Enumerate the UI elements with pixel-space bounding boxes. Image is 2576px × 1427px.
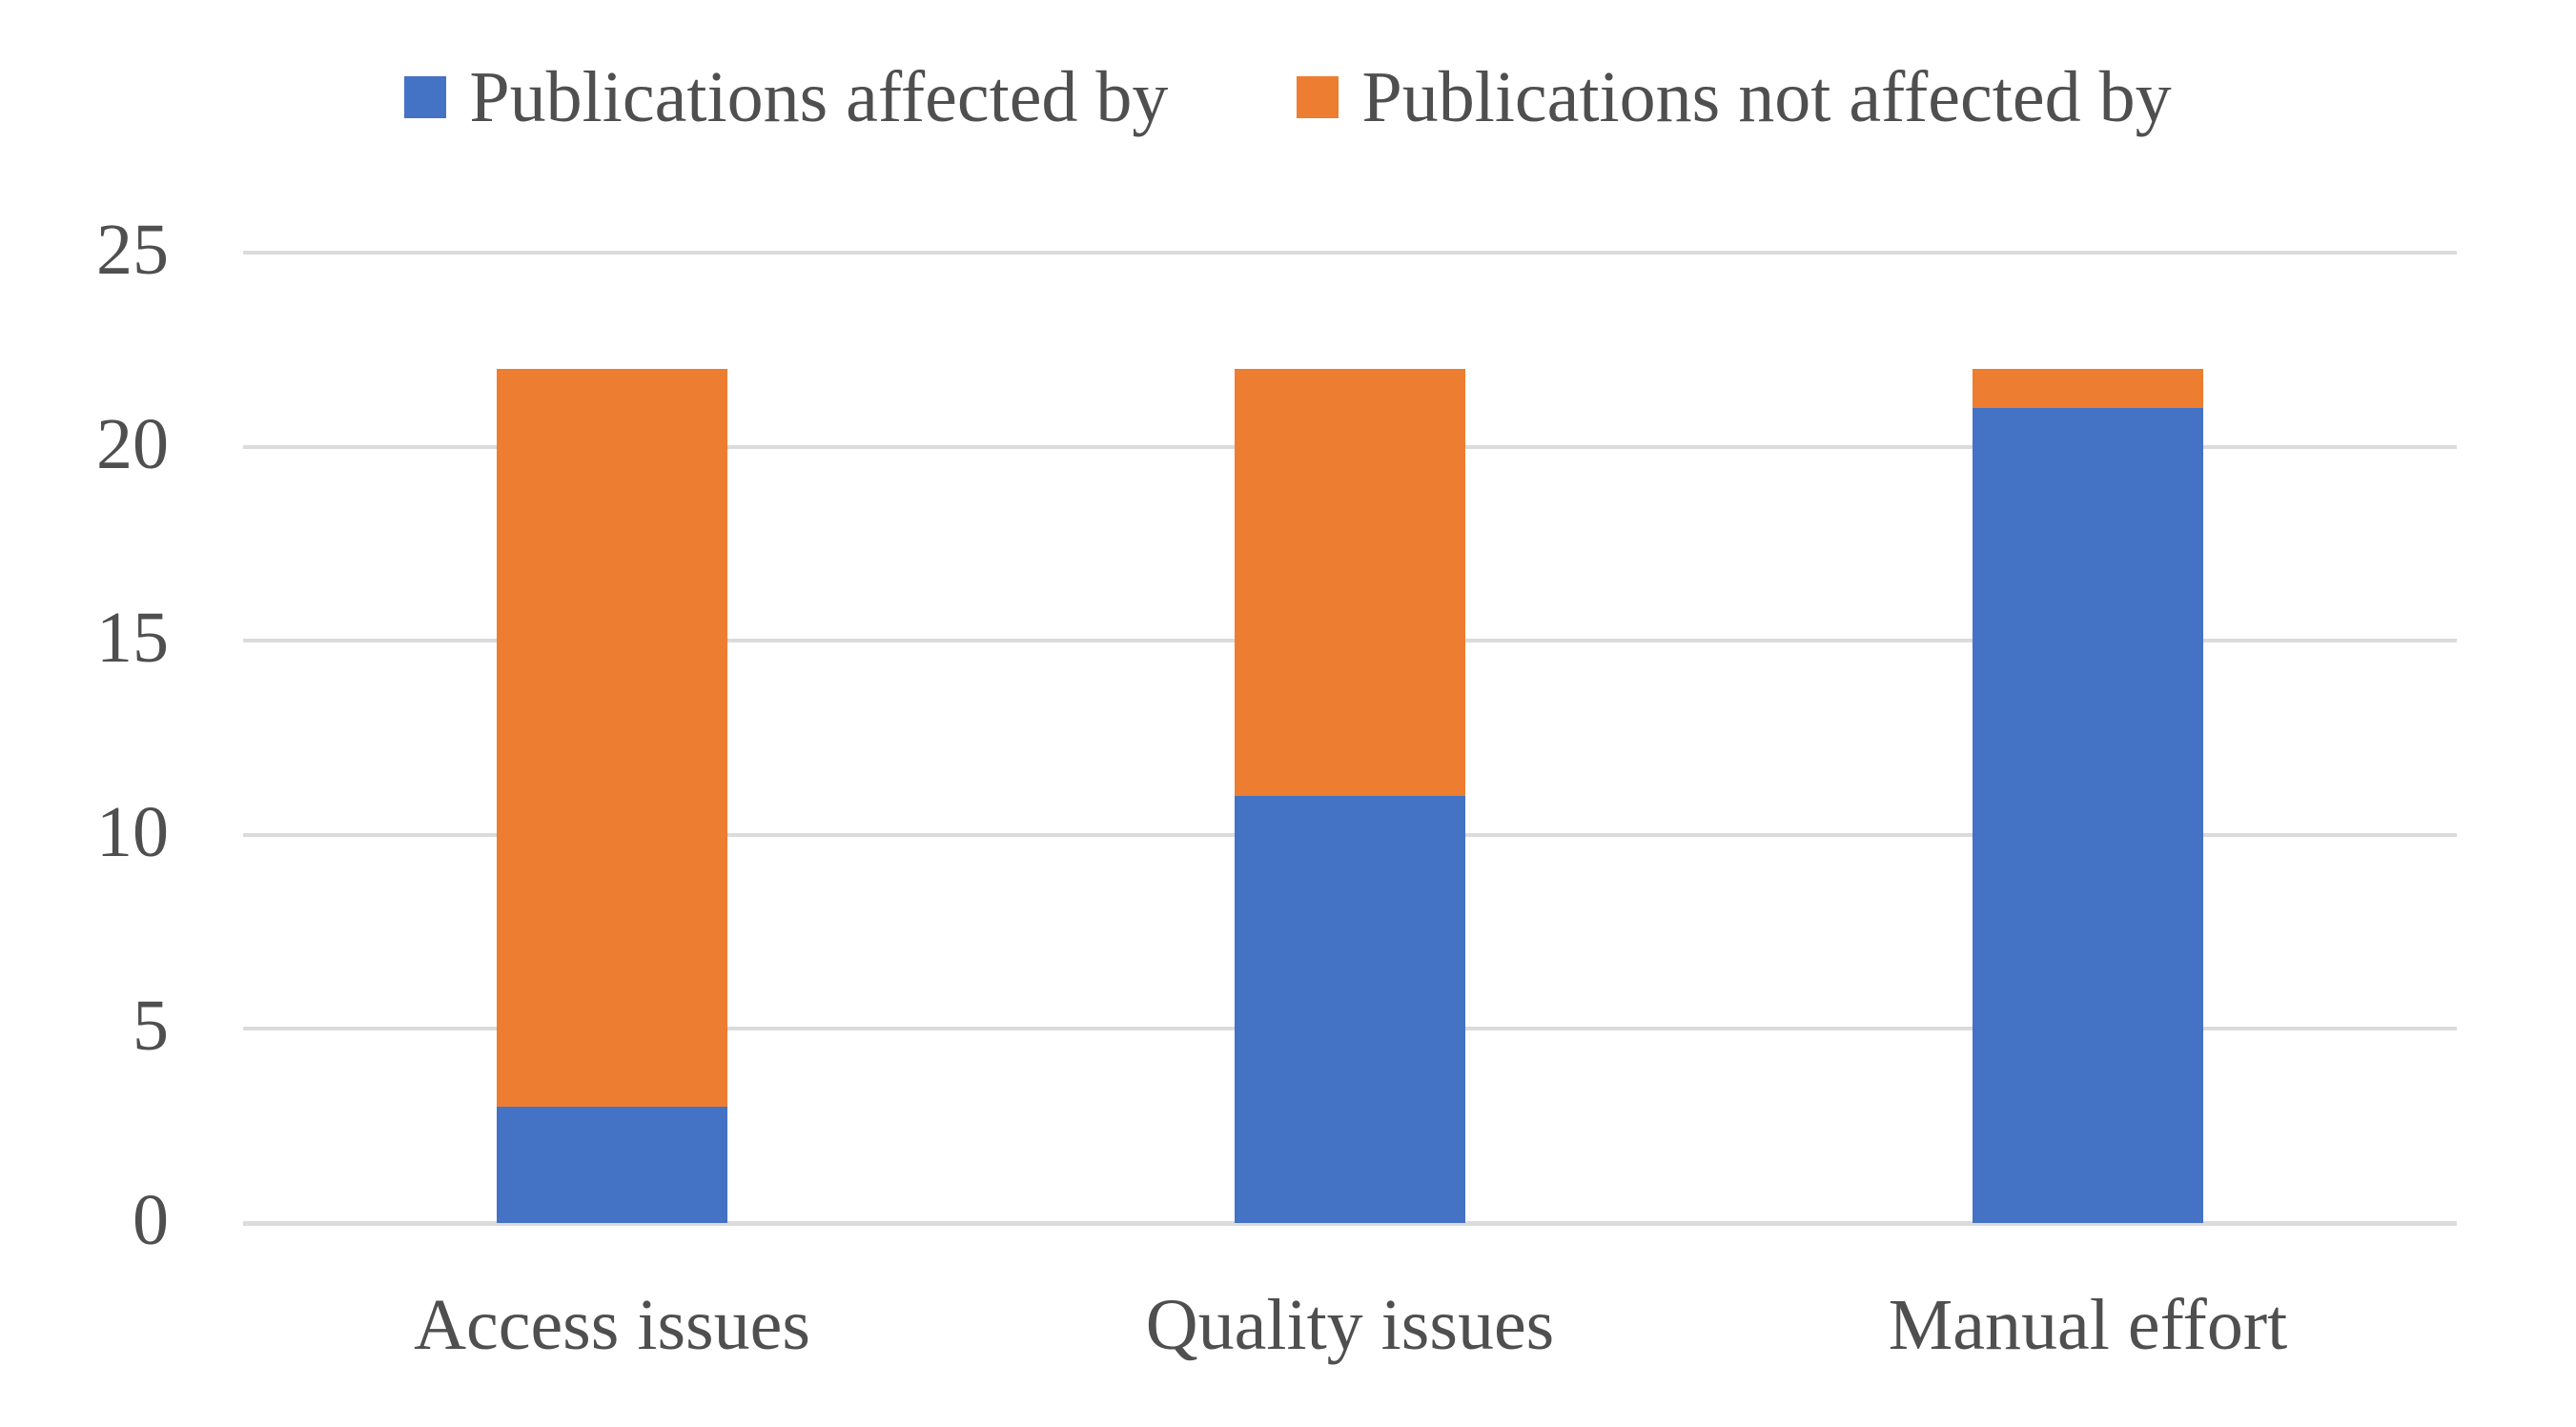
x-axis-category-label-quality-issues: Quality issues [1145, 1285, 1555, 1365]
gridline-25 [243, 251, 2457, 255]
bar-segment-manual-effort-publications-affected-by [1973, 407, 2203, 1223]
x-axis-category-label-manual-effort: Manual effort [1888, 1285, 2288, 1365]
x-axis-category-label-access-issues: Access issues [414, 1285, 810, 1365]
bar-segment-access-issues-publications-not-affected-by [497, 369, 727, 1107]
legend-label-not-affected: Publications not affected by [1361, 57, 2172, 137]
y-axis-tick-label-25: 25 [96, 210, 169, 290]
y-axis-tick-label-5: 5 [133, 986, 169, 1067]
y-axis-tick-label-10: 10 [96, 791, 169, 872]
legend-label-affected: Publications affected by [469, 57, 1169, 137]
legend-swatch-not-affected-icon [1297, 76, 1339, 118]
legend-swatch-affected-icon [404, 76, 447, 118]
gridline-0 [243, 1220, 2457, 1226]
bar-segment-quality-issues-publications-not-affected-by [1235, 369, 1465, 797]
bar-segment-access-issues-publications-affected-by [497, 1106, 727, 1223]
legend-item-affected: Publications affected by [404, 61, 1168, 133]
bar-segment-manual-effort-publications-not-affected-by [1973, 369, 2203, 408]
bar-segment-quality-issues-publications-affected-by [1235, 796, 1465, 1223]
y-axis-tick-label-20: 20 [96, 403, 169, 484]
y-axis-tick-label-0: 0 [133, 1180, 169, 1260]
y-axis-tick-label-15: 15 [96, 598, 169, 679]
legend-item-not-affected: Publications not affected by [1297, 57, 2172, 137]
chart-legend: Publications affected by Publications no… [0, 61, 2576, 133]
